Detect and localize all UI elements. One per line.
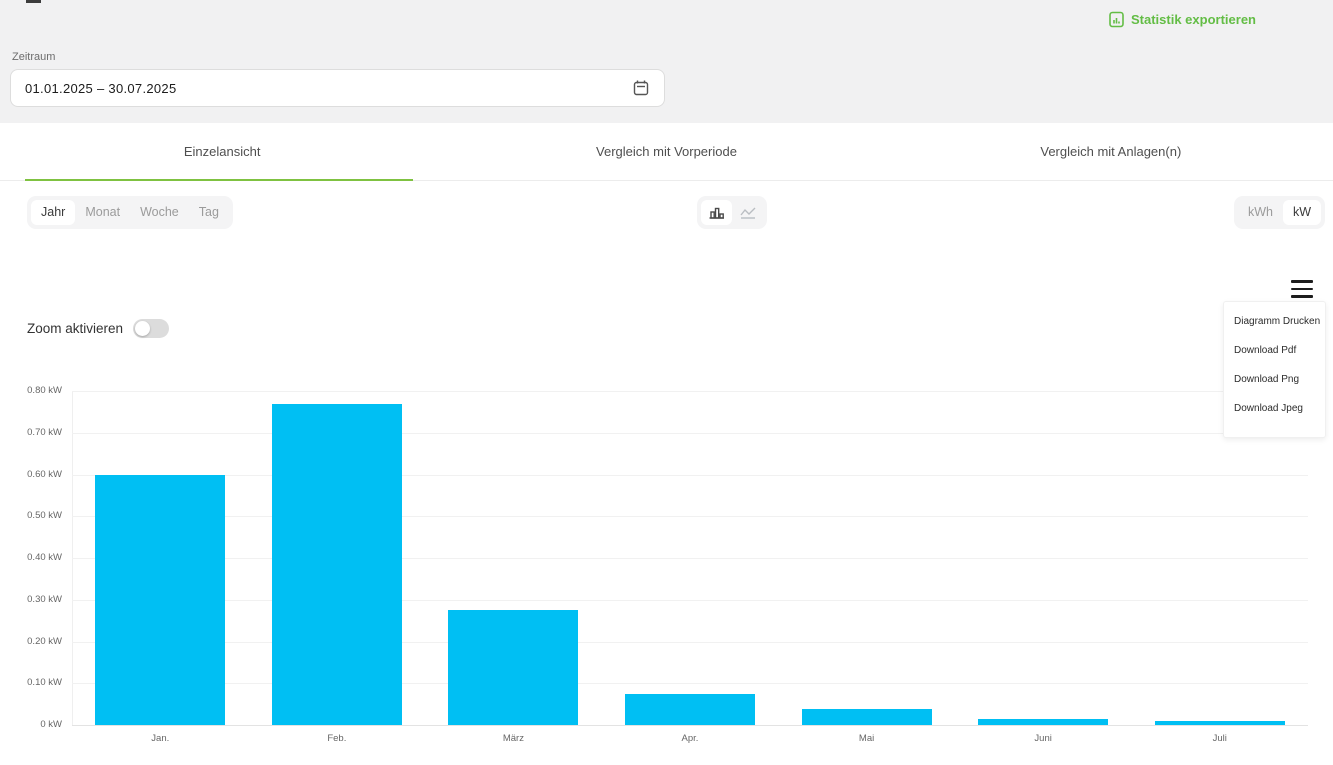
gridline: [72, 391, 1308, 392]
chart-menu-button[interactable]: [1290, 279, 1314, 299]
unit-kw-button[interactable]: kW: [1282, 200, 1321, 225]
y-axis-tick-label: 0.20 kW: [27, 635, 62, 647]
bar-chart: 0 kW 0.10 kW 0.20 kW 0.30 kW 0.40 kW 0.50 kW 0…: [0, 385, 1333, 761]
y-axis-tick-label: 0.10 kW: [27, 677, 62, 689]
switch-knob: [135, 321, 151, 336]
tab-vergleich-anlagen-label: Vergleich mit Anlagen(n): [1040, 144, 1182, 159]
line-chart-icon: [739, 206, 757, 220]
top-edge-artifact: [26, 0, 41, 3]
gridline: [72, 516, 1308, 518]
gridline: [72, 599, 1308, 601]
menu-item-download-jpeg[interactable]: Download Jpeg: [1234, 403, 1303, 414]
tab-einzelansicht[interactable]: Einzelansicht: [0, 123, 444, 181]
y-axis-tick-label: 0.80 kW: [27, 385, 62, 396]
y-axis-tick-label: 0.50 kW: [27, 510, 62, 522]
bar-mai[interactable]: [801, 709, 932, 725]
period-monat-button[interactable]: Monat: [75, 200, 130, 225]
y-axis-tick-label: 0.70 kW: [27, 426, 62, 438]
x-axis-tick-label: Jan.: [151, 733, 170, 744]
y-axis-tick-label: 0.30 kW: [27, 593, 62, 605]
bar-juli[interactable]: [1154, 720, 1285, 725]
tab-vergleich-anlagen[interactable]: Vergleich mit Anlagen(n): [889, 123, 1333, 180]
export-statistics-button[interactable]: Statistik exportieren: [1108, 11, 1256, 28]
period-jahr-button[interactable]: Jahr: [31, 200, 76, 225]
bar-jan[interactable]: [95, 474, 226, 725]
x-axis-tick-label: Apr.: [681, 733, 699, 744]
gridline: [72, 474, 1308, 476]
gridline: [72, 432, 1308, 434]
x-axis-tick-label: Juli: [1212, 733, 1227, 744]
chart-export-menu: Diagramm Drucken Download Pdf Download P…: [1223, 301, 1326, 438]
tab-vergleich-vorperiode-label: Vergleich mit Vorperiode: [596, 144, 737, 159]
menu-item-diagramm-drucken[interactable]: Diagramm Drucken: [1234, 316, 1321, 327]
zoom-toggle-switch[interactable]: [133, 319, 170, 338]
gridline: [72, 558, 1308, 559]
menu-item-download-pdf[interactable]: Download Pdf: [1234, 345, 1297, 356]
bar-chart-type-button[interactable]: [701, 200, 732, 225]
date-range-value: 01.01.2025 – 30.07.2025: [25, 80, 177, 96]
y-axis-tick-label: 0.60 kW: [27, 468, 62, 480]
tab-einzelansicht-label: Einzelansicht: [183, 144, 261, 159]
unit-kwh-button[interactable]: kWh: [1238, 200, 1283, 225]
export-statistics-label: Statistik exportieren: [1131, 12, 1256, 27]
zeitraum-label: Zeitraum: [12, 51, 56, 63]
x-axis-tick-label: Feb.: [327, 733, 347, 744]
zoom-toggle-label: Zoom aktivieren: [27, 321, 124, 336]
plot-area: Jan. Feb. März Apr. Mai Juni Juli: [72, 391, 1308, 744]
unit-button-group: kWh kW: [1233, 196, 1325, 229]
y-axis-labels: 0 kW 0.10 kW 0.20 kW 0.30 kW 0.40 kW 0.50 kW 0…: [0, 385, 62, 730]
bar-feb[interactable]: [271, 403, 402, 725]
active-tab-underline: [25, 179, 414, 181]
gridline: [72, 725, 1308, 726]
x-axis-tick-label: Mai: [858, 733, 875, 744]
gridline: [72, 683, 1308, 685]
gridline: [72, 641, 1308, 643]
x-axis-tick-label: Juni: [1034, 733, 1052, 744]
period-tag-button[interactable]: Tag: [189, 200, 229, 225]
calendar-icon[interactable]: [632, 79, 650, 97]
tab-vergleich-vorperiode[interactable]: Vergleich mit Vorperiode: [444, 123, 888, 180]
menu-item-download-png[interactable]: Download Png: [1234, 374, 1300, 385]
view-tabs: Einzelansicht Vergleich mit Vorperiode V…: [0, 123, 1333, 181]
y-axis-tick-label: 0 kW: [40, 719, 62, 730]
hamburger-icon: [1291, 280, 1313, 283]
statistics-card: Einzelansicht Vergleich mit Vorperiode V…: [0, 123, 1333, 765]
line-chart-type-button[interactable]: [732, 200, 763, 225]
period-woche-button[interactable]: Woche: [130, 200, 189, 225]
bar-apr[interactable]: [625, 694, 755, 725]
zoom-toggle-row: Zoom aktivieren: [27, 319, 170, 338]
bar-chart-icon: [708, 205, 725, 221]
chart-type-button-group: [697, 196, 767, 229]
y-axis-tick-label: 0.40 kW: [27, 552, 62, 563]
bar-juni[interactable]: [978, 719, 1109, 725]
date-range-input[interactable]: 01.01.2025 – 30.07.2025: [10, 69, 665, 107]
period-button-group: Jahr Monat Woche Tag: [27, 196, 233, 229]
bar-märz[interactable]: [448, 610, 579, 725]
export-chart-file-icon: [1108, 11, 1125, 28]
x-axis-tick-label: März: [502, 733, 524, 744]
